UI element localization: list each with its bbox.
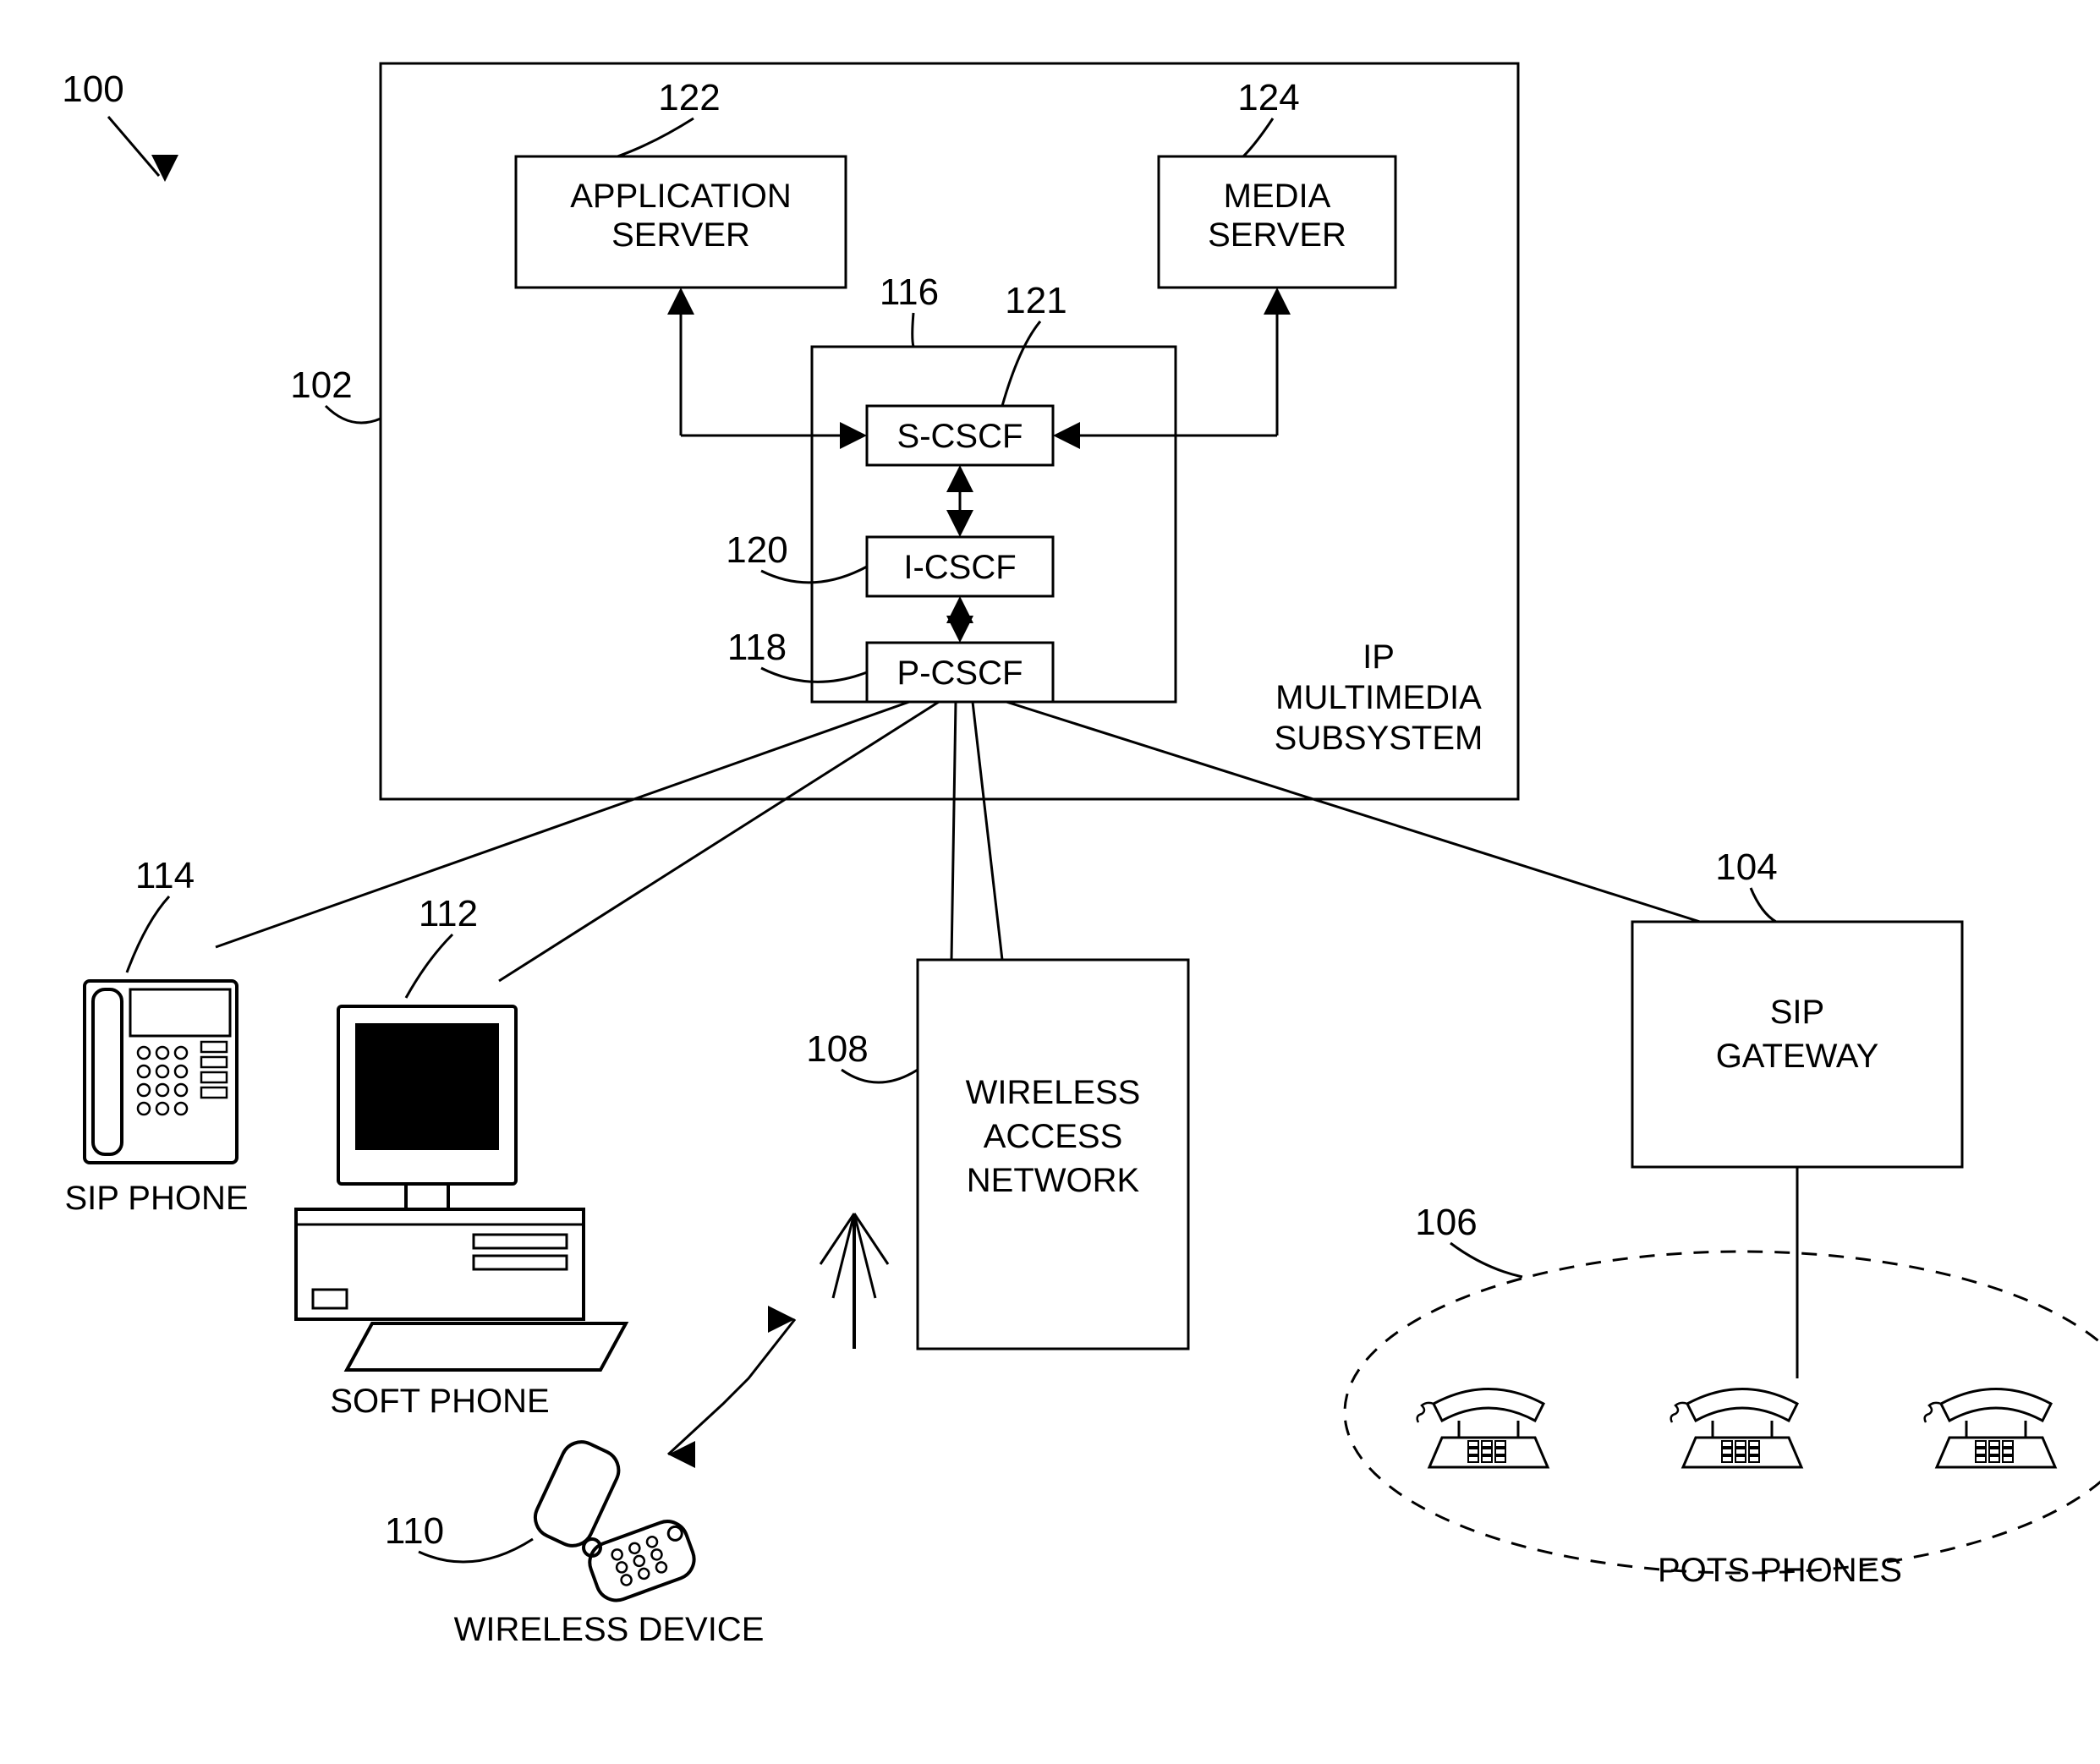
svg-text:100: 100 [62,68,123,110]
svg-text:106: 106 [1415,1202,1477,1243]
svg-text:124: 124 [1237,77,1299,118]
svg-text:118: 118 [727,627,787,668]
svg-text:WIRELESS DEVICE: WIRELESS DEVICE [454,1611,765,1648]
svg-text:SOFT PHONE: SOFT PHONE [330,1383,549,1420]
svg-text:P-CSCF: P-CSCF [897,655,1023,692]
svg-text:102: 102 [290,364,352,406]
svg-text:121: 121 [1005,280,1066,321]
svg-text:NETWORK: NETWORK [967,1162,1140,1199]
svg-text:MULTIMEDIA: MULTIMEDIA [1275,679,1482,716]
pots-phone-icon [1417,1389,1548,1468]
wireless-device-icon [529,1435,699,1606]
svg-text:SUBSYSTEM: SUBSYSTEM [1275,720,1483,757]
svg-text:114: 114 [135,855,195,896]
pots-phone-icon [1671,1389,1801,1468]
svg-text:110: 110 [385,1510,444,1552]
svg-text:122: 122 [658,77,720,118]
svg-text:SERVER: SERVER [611,216,750,254]
svg-text:IP: IP [1363,638,1395,676]
svg-text:SIP PHONE: SIP PHONE [64,1180,248,1217]
sip-phone-icon [85,981,237,1163]
svg-text:ACCESS: ACCESS [984,1118,1123,1155]
pots-phone-icon [1925,1389,2055,1468]
svg-text:WIRELESS: WIRELESS [966,1074,1141,1111]
svg-text:116: 116 [880,271,939,313]
soft-phone-icon [296,1006,626,1370]
svg-text:112: 112 [419,893,478,934]
svg-text:POTS PHONES: POTS PHONES [1658,1552,1902,1589]
svg-text:GATEWAY: GATEWAY [1716,1038,1879,1075]
svg-text:I-CSCF: I-CSCF [903,549,1016,586]
antenna-icon [820,1213,888,1349]
svg-text:120: 120 [726,529,787,571]
svg-text:SIP: SIP [1770,994,1824,1031]
svg-text:S-CSCF: S-CSCF [897,418,1023,455]
svg-text:APPLICATION: APPLICATION [570,178,792,215]
svg-text:MEDIA: MEDIA [1224,178,1331,215]
svg-text:SERVER: SERVER [1208,216,1346,254]
svg-text:104: 104 [1715,846,1777,888]
svg-text:108: 108 [806,1028,868,1070]
